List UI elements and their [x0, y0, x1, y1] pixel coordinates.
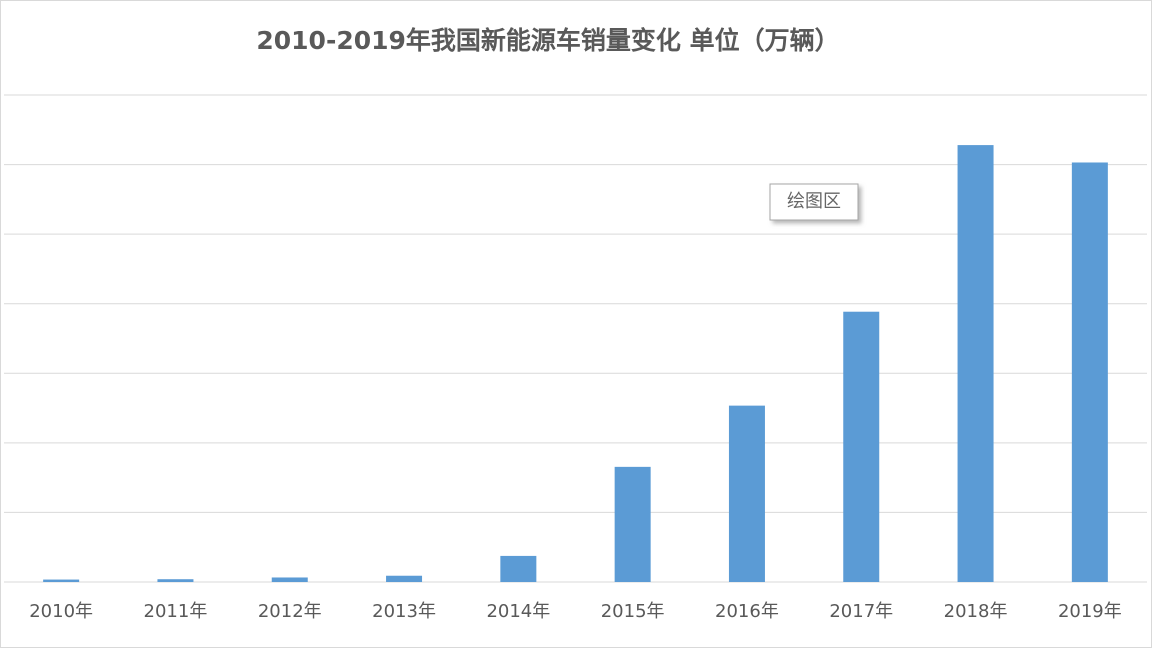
bar [957, 145, 994, 582]
annotation-frame [769, 183, 859, 221]
bar [43, 579, 80, 582]
x-tick-label: 2012年 [258, 601, 322, 622]
x-tick-label: 2016年 [715, 601, 779, 622]
bar [500, 555, 537, 582]
bar [1071, 162, 1108, 582]
x-tick-label: 2011年 [144, 601, 208, 622]
plot-area: 2010年 2011年 2012年 2013年 2014年 2015年 2016年 2017年… [4, 94, 1147, 622]
x-tick-label: 2017年 [829, 601, 893, 622]
bar [728, 405, 765, 582]
bar [386, 575, 423, 582]
bar [614, 466, 651, 582]
x-tick-label: 2018年 [944, 601, 1008, 622]
x-tick-label: 2019年 [1058, 601, 1122, 622]
bar [271, 577, 308, 582]
annotation-box: 绘图区 [769, 183, 859, 221]
x-tick-label: 2014年 [486, 601, 550, 622]
bar [157, 579, 194, 582]
x-tick-label: 2010年 [29, 601, 93, 622]
x-tick-label: 2013年 [372, 601, 436, 622]
chart-title: 2010-2019年我国新能源车销量变化 单位（万辆） [256, 26, 839, 55]
bar [843, 311, 880, 582]
annotation: 绘图区 [787, 191, 841, 212]
x-tick-label: 2015年 [601, 601, 665, 622]
